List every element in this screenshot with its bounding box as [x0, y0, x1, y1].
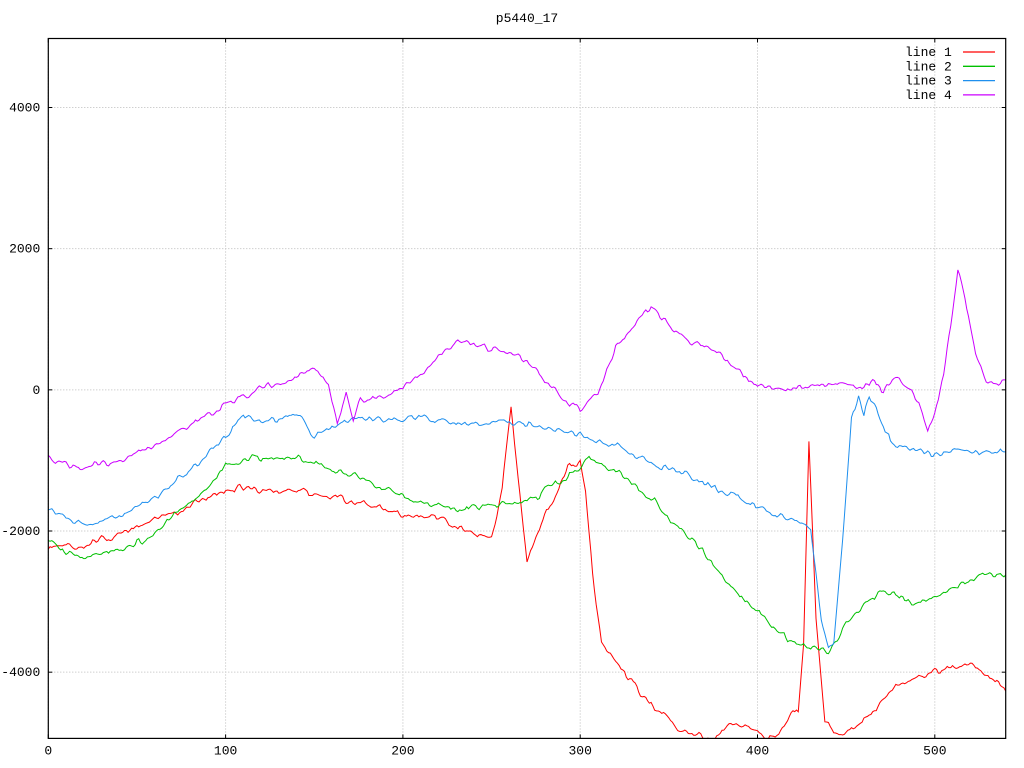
svg-text:line 3: line 3: [905, 74, 952, 89]
svg-text:400: 400: [746, 743, 769, 758]
svg-text:-4000: -4000: [1, 665, 40, 680]
svg-text:100: 100: [214, 743, 237, 758]
svg-text:300: 300: [568, 743, 591, 758]
svg-text:line 1: line 1: [905, 45, 952, 60]
svg-text:p5440_17: p5440_17: [496, 11, 558, 26]
svg-text:500: 500: [923, 743, 946, 758]
svg-text:2000: 2000: [9, 242, 40, 257]
svg-text:200: 200: [391, 743, 414, 758]
svg-text:0: 0: [44, 743, 52, 758]
svg-text:line 4: line 4: [905, 88, 952, 103]
svg-text:-2000: -2000: [1, 524, 40, 539]
svg-text:4000: 4000: [9, 101, 40, 116]
svg-text:0: 0: [32, 383, 40, 398]
svg-text:line 2: line 2: [905, 59, 952, 74]
